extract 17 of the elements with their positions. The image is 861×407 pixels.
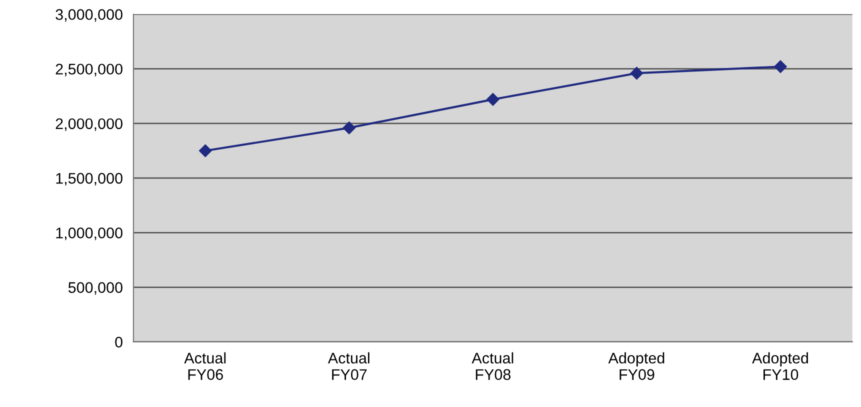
point [486,93,500,106]
y-tick-label: 1,000,000 [56,228,122,240]
point [198,144,212,158]
x-tick-label: Actual FY07 [328,352,370,380]
y-tick-label: 2,000,000 [56,118,122,131]
point [774,60,787,74]
x-tick-label: Actual FY06 [184,352,226,380]
y-tick-label: 2,500,000 [56,64,122,76]
point [630,66,644,80]
y-tick-label: 1,500,000 [56,172,122,186]
y-tick-label: 3,000,000 [56,9,122,22]
y-tick-label: 500,000 [68,282,122,295]
x-tick-label: Adopted FY10 [752,352,808,380]
x-tick-label: Actual FY08 [472,352,514,380]
x-tick-label: Adopted FY09 [608,352,664,380]
y-tick-label: 0 [115,336,122,348]
point [342,121,356,134]
